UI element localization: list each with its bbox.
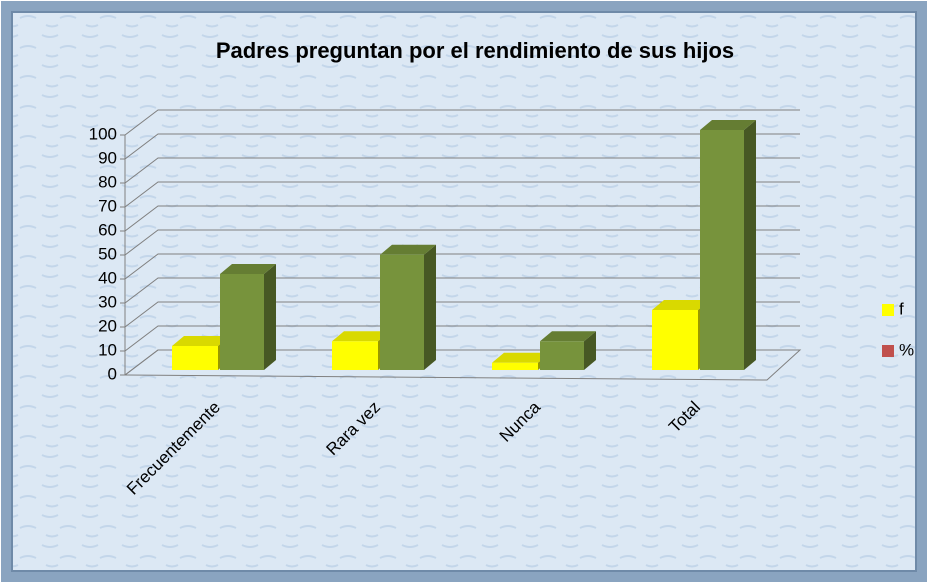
bar-face [700, 130, 744, 370]
bar-face [492, 352, 550, 363]
bar-face [540, 341, 584, 370]
legend-label: % [899, 340, 914, 359]
grid-line [124, 205, 800, 232]
y-tick-label: 40 [98, 268, 117, 287]
y-tick-label: 70 [98, 196, 117, 215]
bar-face [380, 254, 424, 370]
y-tick-label: 20 [98, 316, 117, 335]
bar-face [380, 244, 436, 255]
bar-face [424, 244, 436, 370]
chart-title: Padres preguntan por el rendimiento de s… [216, 38, 734, 63]
bar-face [220, 264, 276, 274]
y-tick-label: 50 [98, 244, 117, 263]
bar-face [700, 120, 756, 130]
y-tick-label: 10 [98, 340, 117, 359]
bar-face [332, 331, 390, 342]
grid-line [124, 157, 800, 184]
grid-line [124, 277, 800, 304]
y-tick-label: 60 [98, 220, 117, 239]
grid-line [124, 109, 800, 136]
bar-face [492, 362, 538, 370]
legend-label: f [899, 299, 904, 318]
y-tick-label: 90 [98, 148, 117, 167]
chart-area [11, 11, 917, 572]
bar-face [220, 274, 264, 370]
legend-swatch [882, 304, 894, 316]
bar-face [172, 336, 230, 346]
grid-line [124, 301, 800, 328]
grid-line [124, 325, 800, 352]
y-tick-label: 80 [98, 172, 117, 191]
bar [540, 331, 596, 370]
bar-face [584, 331, 596, 370]
bar-face [332, 341, 378, 370]
grid-line [124, 253, 800, 280]
grid-line [124, 229, 800, 256]
bar-face [652, 310, 698, 370]
bar-face [652, 300, 710, 310]
grid-line [124, 181, 800, 208]
bar-face [744, 120, 756, 370]
y-tick-label: 100 [89, 124, 117, 143]
bar [700, 120, 756, 370]
grid-line [124, 133, 800, 160]
legend-swatch [882, 345, 894, 357]
bar-face [172, 346, 218, 370]
y-tick-label: 0 [108, 364, 117, 383]
bar-face [264, 264, 276, 370]
bar-face [540, 331, 596, 342]
bar [380, 244, 436, 370]
y-tick-label: 30 [98, 292, 117, 311]
bar [220, 264, 276, 370]
